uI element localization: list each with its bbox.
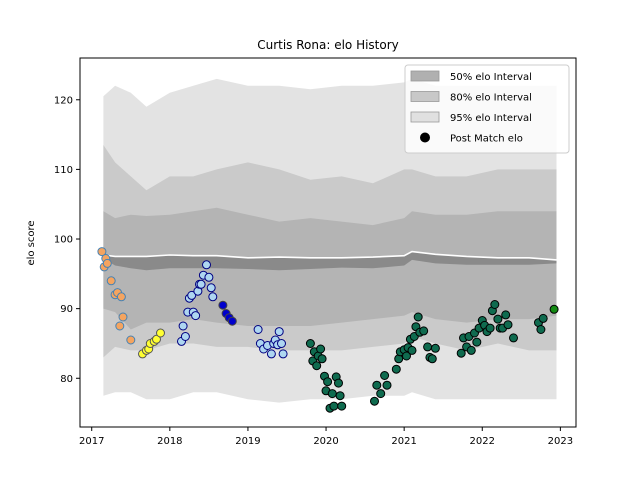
data-point bbox=[156, 328, 165, 338]
legend-swatch bbox=[410, 91, 440, 102]
data-point bbox=[208, 292, 218, 302]
data-point bbox=[118, 312, 128, 322]
data-point bbox=[538, 313, 548, 323]
data-point bbox=[206, 283, 216, 293]
data-point bbox=[178, 321, 188, 331]
y-tick-label: 90 bbox=[60, 304, 73, 315]
data-point bbox=[266, 349, 276, 359]
data-point bbox=[472, 337, 482, 347]
legend: 50% elo Interval 80% elo Interval 95% elo … bbox=[404, 64, 570, 154]
data-point bbox=[191, 311, 201, 321]
chart-title: Curtis Rona: elo History bbox=[257, 38, 399, 52]
post-match-points bbox=[97, 247, 559, 413]
legend-swatch bbox=[410, 70, 440, 82]
x-tick-label: 2023 bbox=[548, 436, 573, 447]
y-axis-ticks: 80 90 100 110 120 bbox=[54, 95, 80, 385]
data-point bbox=[503, 320, 513, 330]
y-tick-label: 110 bbox=[54, 165, 73, 176]
data-point bbox=[152, 334, 161, 344]
data-point bbox=[501, 310, 511, 320]
data-point bbox=[370, 396, 379, 406]
data-point bbox=[218, 300, 228, 310]
data-point bbox=[402, 351, 411, 361]
data-point bbox=[334, 378, 343, 388]
data-point bbox=[180, 332, 190, 341]
data-point bbox=[312, 361, 322, 371]
data-point bbox=[227, 316, 237, 326]
data-point bbox=[509, 333, 518, 343]
data-point bbox=[413, 312, 423, 322]
data-point bbox=[456, 348, 466, 358]
x-tick-label: 2021 bbox=[391, 436, 416, 447]
data-point bbox=[323, 377, 333, 387]
legend-box bbox=[404, 64, 570, 154]
data-point bbox=[202, 260, 211, 270]
data-point bbox=[116, 292, 126, 302]
data-point bbox=[427, 354, 437, 364]
data-point bbox=[337, 401, 347, 411]
data-point bbox=[376, 389, 386, 399]
data-point bbox=[316, 344, 326, 354]
data-point bbox=[430, 343, 440, 353]
data-point bbox=[106, 276, 116, 286]
plot-frame bbox=[79, 57, 577, 428]
data-point bbox=[278, 349, 288, 359]
x-tick-label: 2019 bbox=[235, 436, 260, 447]
data-point bbox=[115, 321, 125, 331]
data-point bbox=[329, 401, 339, 411]
data-point bbox=[549, 304, 559, 314]
data-point bbox=[419, 326, 429, 336]
data-point bbox=[490, 300, 500, 309]
y-tick-label: 80 bbox=[60, 374, 73, 385]
y-tick-label: 100 bbox=[54, 235, 73, 246]
data-point bbox=[274, 327, 284, 337]
legend-label: 50% elo Interval bbox=[450, 72, 532, 83]
data-point bbox=[97, 247, 107, 257]
data-point bbox=[277, 339, 286, 348]
median-line bbox=[103, 250, 557, 261]
data-point bbox=[187, 290, 197, 300]
x-axis-ticks: 2017 2018 2019 2020 2021 2022 2023 bbox=[79, 427, 573, 447]
data-point bbox=[196, 279, 206, 289]
data-point bbox=[380, 371, 390, 380]
x-tick-label: 2020 bbox=[313, 436, 338, 447]
data-point bbox=[335, 391, 345, 401]
data-point bbox=[102, 258, 112, 268]
data-point bbox=[485, 323, 495, 333]
data-point bbox=[305, 339, 315, 348]
data-point bbox=[317, 354, 327, 364]
data-point bbox=[391, 364, 401, 374]
data-point bbox=[407, 345, 417, 355]
x-tick-label: 2017 bbox=[79, 436, 104, 447]
legend-label: Post Match elo bbox=[450, 134, 523, 145]
data-point bbox=[204, 272, 214, 282]
data-point bbox=[382, 380, 392, 390]
data-point bbox=[466, 345, 476, 355]
data-point bbox=[253, 325, 263, 334]
data-point bbox=[423, 342, 433, 352]
x-tick-label: 2022 bbox=[470, 436, 495, 447]
legend-label: 80% elo Interval bbox=[450, 93, 532, 104]
data-point bbox=[126, 335, 136, 345]
y-axis-label: elo score bbox=[26, 220, 37, 265]
data-point bbox=[493, 314, 503, 324]
data-point bbox=[372, 380, 382, 390]
legend-marker bbox=[420, 132, 430, 143]
legend-label: 95% elo Interval bbox=[450, 113, 532, 124]
legend-swatch bbox=[410, 111, 440, 123]
data-point bbox=[536, 325, 546, 334]
y-tick-label: 120 bbox=[54, 95, 73, 106]
data-point bbox=[327, 389, 337, 399]
x-tick-label: 2018 bbox=[157, 436, 182, 447]
